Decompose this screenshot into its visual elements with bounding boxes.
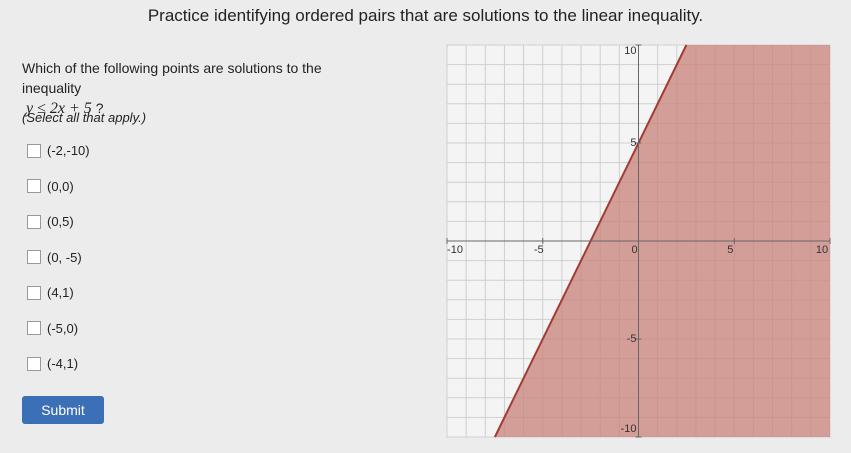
option[interactable]: (4,1) [27, 285, 74, 300]
x-tick-label: -10 [447, 244, 463, 256]
y-tick-label: 5 [630, 137, 636, 149]
option-label: (-4,1) [47, 356, 79, 371]
instruction: (Select all that apply.) [22, 110, 147, 125]
x-tick-label: 5 [727, 244, 733, 256]
checkbox[interactable] [27, 285, 41, 300]
checkbox[interactable] [27, 214, 41, 229]
question-end: ? [95, 100, 104, 116]
question-text: Which of the following points are soluti… [22, 60, 322, 96]
option-label: (-5,0) [47, 320, 79, 336]
question: Which of the following points are soluti… [22, 58, 382, 119]
option-label: (0,0) [47, 178, 74, 194]
x-tick-label: 0 [631, 244, 637, 256]
option[interactable]: (0, -5) [27, 250, 82, 265]
y-tick-label: -5 [627, 333, 637, 345]
option[interactable]: (-2,-10) [27, 143, 90, 158]
inequality: y ≤ 2x + 5 [26, 100, 92, 117]
option-label: (0, -5) [47, 249, 82, 265]
option[interactable]: (0,0) [27, 179, 74, 194]
y-tick-label: 10 [624, 45, 636, 57]
option-label: (-2,-10) [47, 143, 90, 158]
option[interactable]: (-5,0) [27, 321, 78, 336]
option-label: (0,5) [47, 214, 74, 229]
option[interactable]: (-4,1) [27, 356, 78, 371]
y-tick-label: -10 [621, 423, 637, 435]
checkbox[interactable] [27, 250, 41, 264]
submit-button[interactable]: Submit [22, 396, 104, 424]
x-tick-label: -5 [534, 244, 544, 256]
x-tick-label: 10 [816, 244, 828, 256]
checkbox[interactable] [27, 143, 41, 158]
checkbox[interactable] [27, 356, 41, 371]
checkbox[interactable] [27, 321, 41, 335]
title: Practice identifying ordered pairs that … [147, 6, 704, 25]
option-label: (4,1) [47, 285, 74, 300]
option[interactable]: (0,5) [27, 214, 74, 229]
checkbox[interactable] [27, 179, 41, 193]
